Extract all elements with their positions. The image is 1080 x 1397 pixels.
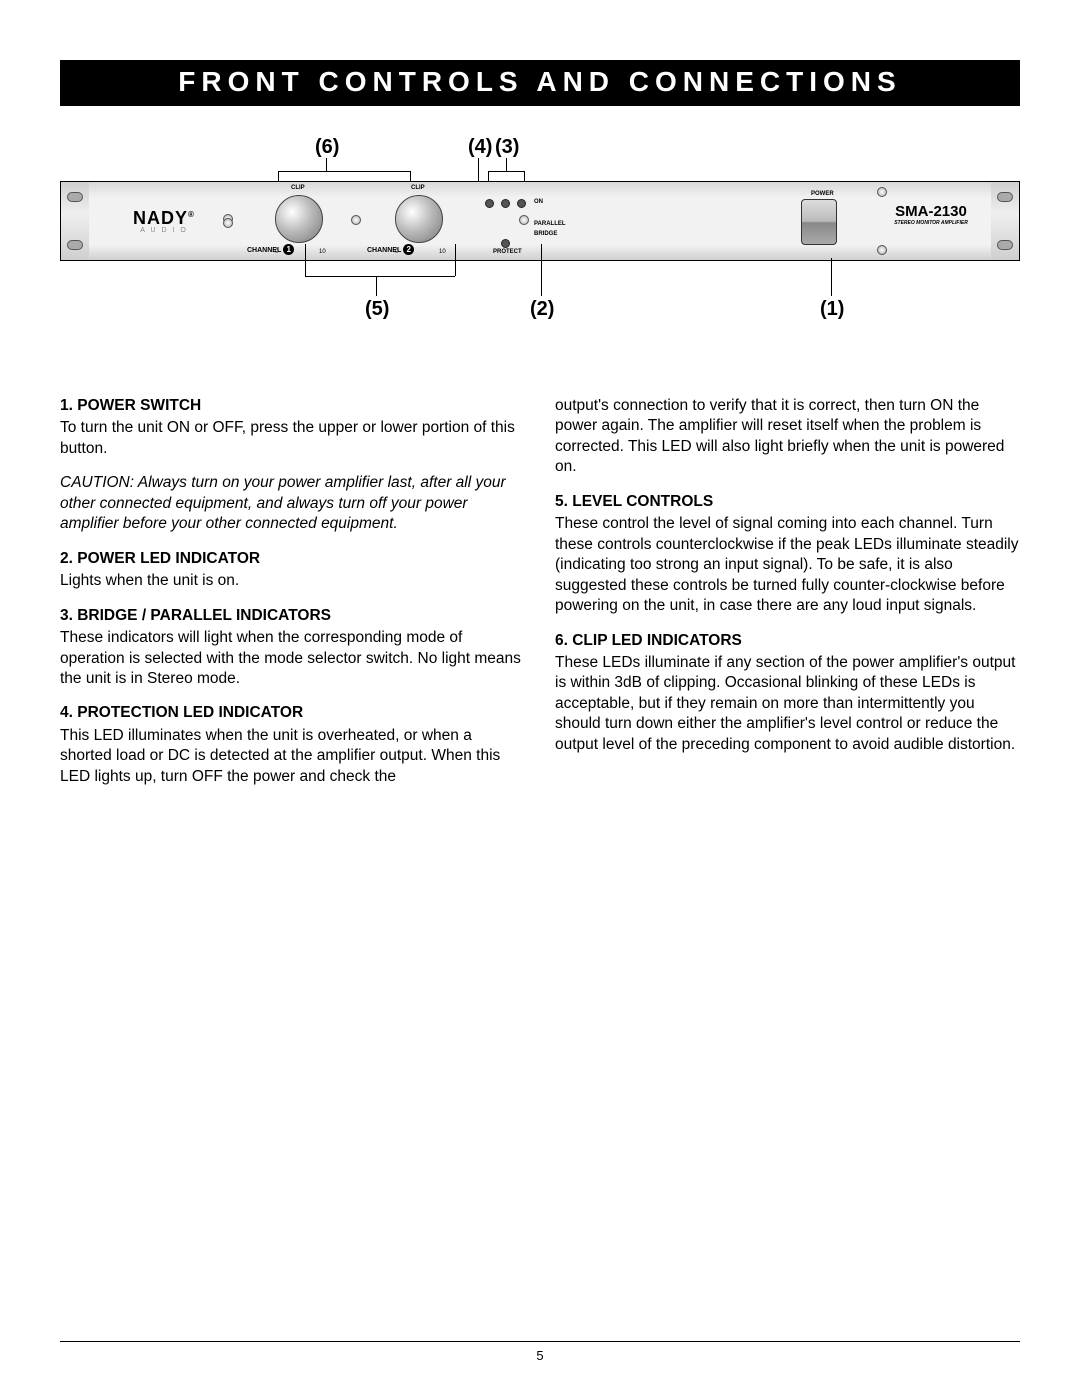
scale-0-ch2: 0 bbox=[395, 249, 398, 255]
heading-1: 1. POWER SWITCH bbox=[60, 396, 525, 416]
bridge-led-label: BRIDGE bbox=[534, 231, 557, 237]
right-column: output's connection to verify that it is… bbox=[555, 396, 1020, 787]
level-knob-ch1[interactable] bbox=[275, 195, 323, 243]
para-6: These LEDs illuminate if any section of … bbox=[555, 653, 1020, 755]
caution-note: CAUTION: Always turn on your power ampli… bbox=[60, 473, 525, 534]
bridge-led bbox=[517, 199, 526, 208]
scale-0-ch1: 0 bbox=[275, 249, 278, 255]
callout-1: (1) bbox=[820, 298, 844, 321]
page-number: 5 bbox=[0, 1348, 1080, 1363]
callout-2: (2) bbox=[530, 298, 554, 321]
heading-5: 5. LEVEL CONTROLS bbox=[555, 492, 1020, 512]
rack-ear-right bbox=[991, 182, 1019, 260]
callout-5: (5) bbox=[365, 298, 389, 321]
channel-1-label: CHANNEL1 bbox=[247, 244, 294, 255]
level-knob-ch2[interactable] bbox=[395, 195, 443, 243]
heading-3: 3. BRIDGE / PARALLEL INDICATORS bbox=[60, 606, 525, 626]
power-block: POWER bbox=[781, 181, 871, 261]
left-column: 1. POWER SWITCH To turn the unit ON or O… bbox=[60, 396, 525, 787]
footer-rule bbox=[60, 1341, 1020, 1342]
para-3: These indicators will light when the cor… bbox=[60, 628, 525, 689]
callout-3: (3) bbox=[495, 136, 519, 159]
led-indicator-block: ON PARALLEL BRIDGE PROTECT bbox=[479, 181, 559, 261]
para-4a: This LED illuminates when the unit is ov… bbox=[60, 726, 525, 787]
on-led bbox=[485, 199, 494, 208]
parallel-led-label: PARALLEL bbox=[534, 221, 566, 227]
scale-10-ch2: 10 bbox=[439, 249, 446, 255]
protect-led-label: PROTECT bbox=[493, 249, 522, 255]
clip-label-2: CLIP bbox=[411, 185, 425, 191]
on-led-label: ON bbox=[534, 199, 543, 205]
para-1: To turn the unit ON or OFF, press the up… bbox=[60, 418, 525, 459]
amplifier-front-panel: NADY® A U D I O CLIP CHANNEL1 0 10 CLIP … bbox=[60, 181, 1020, 261]
para-2: Lights when the unit is on. bbox=[60, 571, 525, 591]
heading-6: 6. CLIP LED INDICATORS bbox=[555, 631, 1020, 651]
front-panel-diagram: (6) (4) (3) NADY® A U D I O CLIP CHANNEL… bbox=[60, 136, 1020, 366]
model-subtitle: STEREO MONITOR AMPLIFIER bbox=[871, 220, 991, 226]
scale-10-ch1: 10 bbox=[319, 249, 326, 255]
section-title: FRONT CONTROLS AND CONNECTIONS bbox=[60, 60, 1020, 106]
channel-1-block: CLIP CHANNEL1 0 10 bbox=[239, 181, 359, 261]
parallel-led bbox=[501, 199, 510, 208]
model-number: SMA-2130 bbox=[871, 203, 991, 220]
brand-block: NADY® A U D I O bbox=[89, 208, 239, 234]
model-block: SMA-2130 STEREO MONITOR AMPLIFIER bbox=[871, 181, 991, 261]
callout-6: (6) bbox=[315, 136, 339, 159]
channel-2-label: CHANNEL2 bbox=[367, 244, 414, 255]
para-5: These control the level of signal coming… bbox=[555, 514, 1020, 616]
heading-4: 4. PROTECTION LED INDICATOR bbox=[60, 703, 525, 723]
para-4b: output's connection to verify that it is… bbox=[555, 396, 1020, 478]
channel-2-block: CLIP CHANNEL2 0 10 bbox=[359, 181, 479, 261]
brand-logo: NADY® bbox=[89, 208, 239, 229]
clip-label-1: CLIP bbox=[291, 185, 305, 191]
callout-4: (4) bbox=[468, 136, 492, 159]
brand-subtitle: A U D I O bbox=[89, 227, 239, 234]
power-switch[interactable] bbox=[801, 199, 837, 245]
rack-ear-left bbox=[61, 182, 89, 260]
heading-2: 2. POWER LED INDICATOR bbox=[60, 549, 525, 569]
power-label: POWER bbox=[811, 191, 834, 197]
protect-led bbox=[501, 239, 510, 248]
description-columns: 1. POWER SWITCH To turn the unit ON or O… bbox=[60, 396, 1020, 787]
